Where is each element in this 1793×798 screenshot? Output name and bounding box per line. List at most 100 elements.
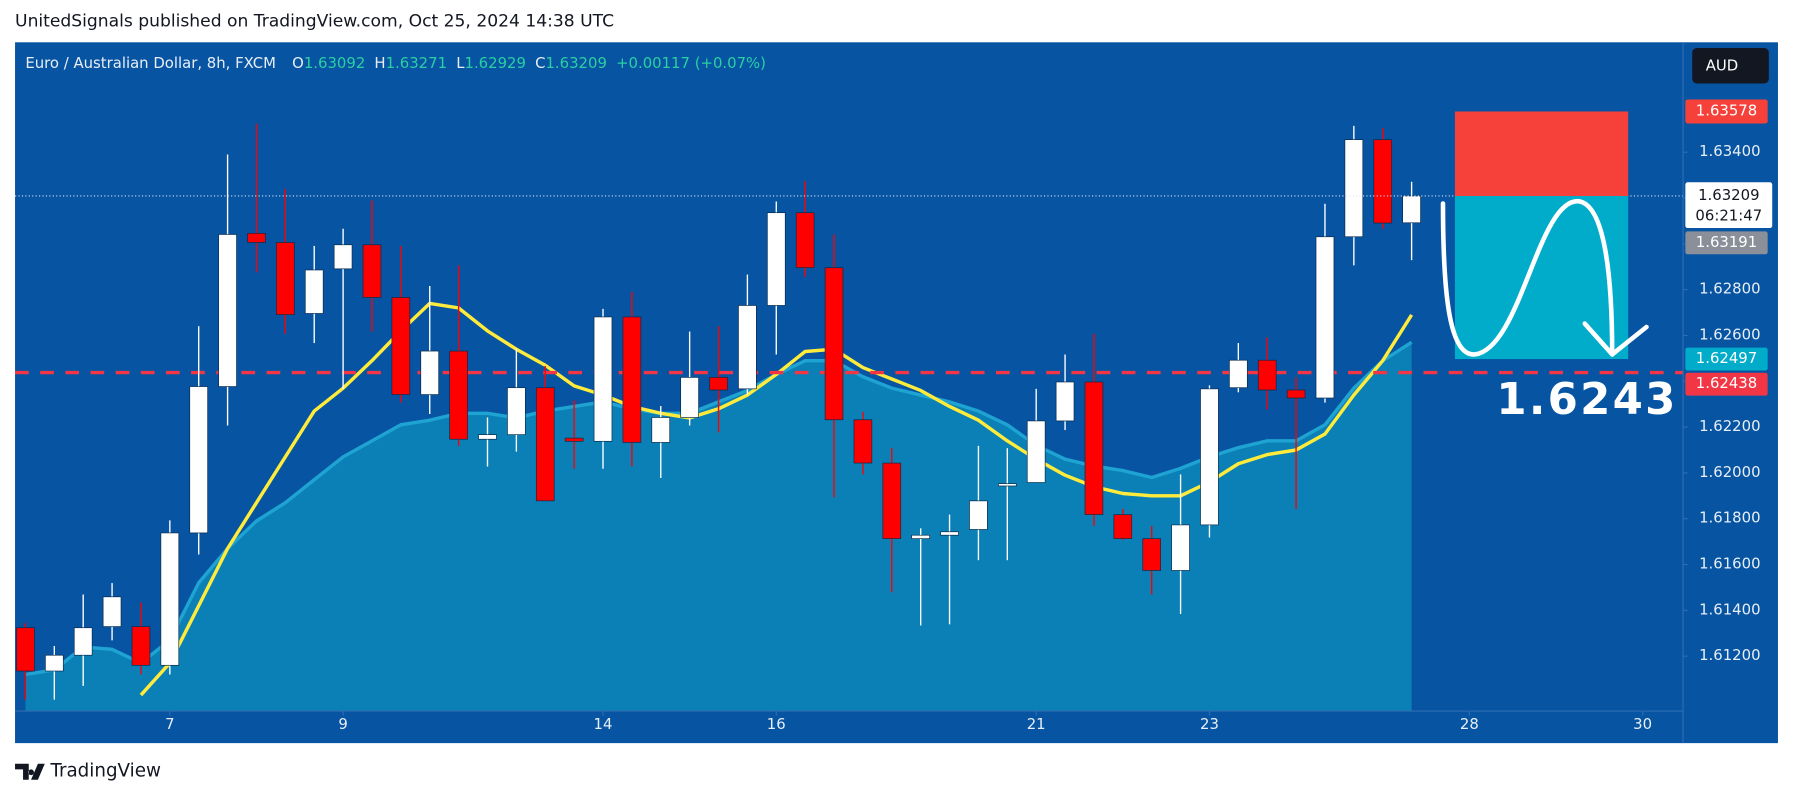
price-label: 1.62438 [1696, 374, 1757, 392]
x-tick-label: 9 [338, 715, 347, 733]
candle-body [362, 244, 382, 298]
candle-body [911, 534, 930, 539]
ma-line [139, 301, 1414, 697]
candle-body [969, 500, 988, 530]
logo [15, 763, 45, 780]
currency-button[interactable] [1692, 48, 1769, 84]
candle-body [535, 387, 555, 502]
y-tick-label: 1.61400 [1699, 600, 1760, 618]
candle-body [276, 242, 295, 315]
overlay: 1.6243 1.63578 1.63209 06:21:47 1.63191 1.624… [1454, 99, 1773, 425]
legend-key: C [535, 54, 545, 72]
candle-body [564, 437, 584, 442]
legend-value: 1.63092 [304, 54, 365, 72]
footer: TradingView [15, 761, 161, 782]
candle-body [1200, 388, 1219, 526]
header: UnitedSignals published on TradingView.c… [15, 12, 614, 32]
candle-body [1113, 514, 1133, 539]
currency[interactable]: AUD [1706, 56, 1738, 74]
x-tick-label: 7 [165, 715, 174, 733]
x-tick-label: 16 [767, 715, 786, 733]
y-tick-label: 1.63400 [1699, 142, 1760, 160]
candle-body [853, 419, 873, 464]
candle-body [1315, 236, 1335, 399]
brand: TradingView [49, 761, 161, 782]
price-label: 1.63191 [1696, 233, 1757, 251]
candle-body [333, 244, 353, 270]
arrow-head [1582, 321, 1649, 357]
stop-zone [1454, 111, 1629, 196]
candle-body [73, 627, 93, 656]
price-label: 1.62497 [1696, 349, 1757, 367]
candle-body [1373, 139, 1393, 224]
ma-area [25, 342, 1412, 712]
candle-body [766, 212, 786, 306]
y-tick-label: 1.61200 [1699, 646, 1760, 664]
drawing-arrow [1440, 198, 1615, 357]
legend-key: H [374, 54, 385, 72]
candle-body [795, 212, 815, 269]
candle-body [1286, 389, 1306, 399]
legend-key: O [292, 54, 304, 72]
y-tick-label: 1.61600 [1699, 555, 1760, 573]
price-label-bg [1685, 231, 1768, 255]
candle-body [131, 626, 151, 666]
y-tick-label: 1.62600 [1699, 325, 1760, 343]
candle-body [998, 483, 1017, 487]
candle-body [738, 305, 757, 390]
target-zone [1454, 195, 1629, 360]
candle-body [160, 532, 180, 666]
x-tick-label: 23 [1200, 715, 1219, 733]
price-label-bg [1685, 99, 1768, 124]
candle-body [709, 377, 728, 391]
candle-body [1257, 359, 1277, 391]
x-tick-label: 21 [1027, 715, 1046, 733]
x-tick-label: 14 [594, 715, 613, 733]
plot [15, 123, 1684, 712]
price-label-bg [1685, 182, 1773, 229]
candle-body [940, 531, 959, 536]
x-tick-label: 28 [1460, 715, 1479, 733]
price-label-bg [1685, 347, 1768, 371]
countdown: 06:21:47 [1695, 207, 1762, 225]
y-tick-label: 1.62200 [1699, 417, 1760, 435]
y-tick-label: 1.62000 [1699, 463, 1760, 481]
candle-body [1229, 359, 1248, 389]
candle-body [680, 377, 699, 418]
candle-body [593, 316, 613, 442]
candle-body [478, 434, 497, 440]
candle-body [1084, 381, 1104, 515]
legend-value: 1.62929 [464, 54, 525, 72]
symbol: Euro / Australian Dollar, 8h, FXCM [25, 54, 276, 72]
candle-body [824, 267, 844, 421]
candle-body [391, 297, 411, 395]
legend-value: 1.63271 [386, 54, 447, 72]
y-tick-label: 1.61800 [1699, 509, 1760, 527]
legend-value: 1.63209 [545, 54, 606, 72]
candle-body [651, 417, 671, 443]
legend: Euro / Australian Dollar, 8h, FXCM O1.63… [25, 54, 766, 72]
legend-key: L [456, 54, 465, 72]
candle-body [304, 269, 324, 314]
candle-body [1055, 381, 1075, 422]
candle-body [247, 232, 266, 243]
candle-body [449, 350, 468, 440]
candle-body [622, 316, 642, 443]
candle-body [189, 386, 209, 534]
level-annotation: 1.6243 [1496, 375, 1677, 425]
x-tick-label: 30 [1633, 715, 1652, 733]
candle-body [45, 654, 64, 672]
price-label: 1.63578 [1696, 101, 1757, 119]
candle-body [882, 462, 902, 539]
price-label-bg [1685, 372, 1768, 396]
y-tick-label: 1.62800 [1699, 280, 1760, 298]
candle-body [1171, 524, 1190, 571]
candle-body [102, 596, 122, 627]
candle-body [1026, 420, 1046, 483]
candle-body [1142, 538, 1161, 571]
candle-body [420, 350, 440, 395]
candle-body [1402, 195, 1421, 224]
candle-body [218, 234, 237, 387]
